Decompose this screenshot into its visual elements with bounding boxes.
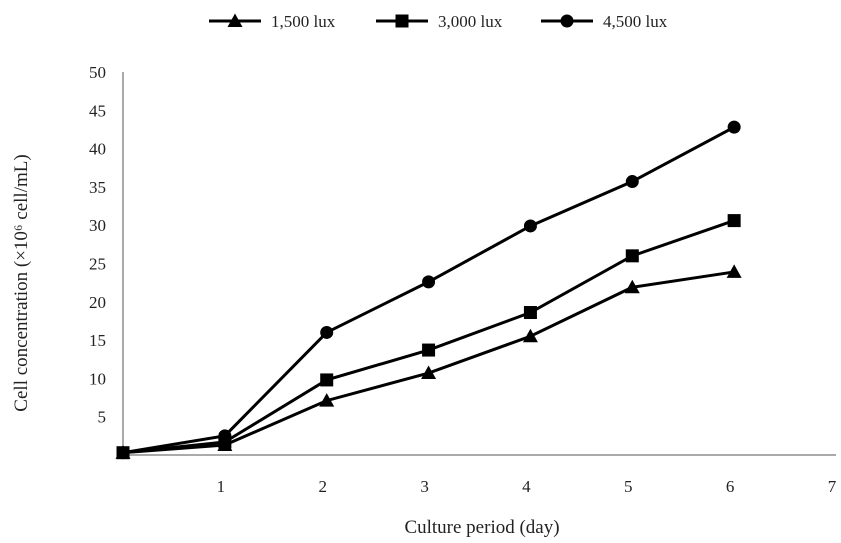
series-triangle <box>115 264 742 459</box>
legend-label: 4,500 lux <box>603 12 668 31</box>
data-point-circle <box>523 219 537 233</box>
x-tick-label: 4 <box>522 477 531 496</box>
x-tick-labels: 1 2 3 4 5 6 7 <box>217 477 837 496</box>
x-tick-label: 1 <box>217 477 226 496</box>
y-tick-label: 25 <box>89 255 106 274</box>
legend-item: 3,000 lux <box>376 12 503 31</box>
legend-label: 3,000 lux <box>438 12 503 31</box>
y-tick-label: 20 <box>89 293 106 312</box>
series-line <box>122 219 735 455</box>
y-tick-label: 15 <box>89 331 106 350</box>
series-line <box>122 270 735 455</box>
legend-item: 4,500 lux <box>541 12 668 31</box>
y-tick-label: 50 <box>89 63 106 82</box>
data-point-square <box>523 306 537 320</box>
legend-marker-square <box>395 14 409 28</box>
data-point-square <box>422 343 436 357</box>
data-point-circle <box>422 275 436 289</box>
axes <box>122 72 836 456</box>
x-axis-title: Culture period (day) <box>404 517 559 538</box>
series-group <box>115 120 742 460</box>
data-point-circle <box>320 325 334 339</box>
y-tick-label: 10 <box>89 369 106 388</box>
y-tick-label: 35 <box>89 178 106 197</box>
data-point-triangle <box>319 393 335 407</box>
x-tick-label: 7 <box>828 477 837 496</box>
series-circle <box>116 120 741 460</box>
x-tick-label: 5 <box>624 477 633 496</box>
data-point-triangle <box>624 279 640 294</box>
legend-item: 1,500 lux <box>209 12 336 31</box>
y-tick-label: 40 <box>89 140 106 159</box>
y-tick-labels: 5 10 15 20 25 30 35 40 45 50 <box>89 63 106 427</box>
data-point-circle <box>116 446 130 460</box>
data-point-circle <box>218 429 232 443</box>
y-tick-label: 30 <box>89 216 106 235</box>
data-point-square <box>625 249 639 263</box>
y-axis-title: Cell concentration (×10⁶ cell/mL) <box>11 154 32 411</box>
data-point-triangle <box>421 365 437 380</box>
data-point-circle <box>727 120 741 134</box>
y-tick-label: 45 <box>89 101 106 120</box>
y-tick-label: 5 <box>98 408 107 427</box>
legend-label: 1,500 lux <box>271 12 336 31</box>
data-point-triangle <box>522 328 538 343</box>
x-tick-label: 2 <box>318 477 327 496</box>
data-point-square <box>320 373 334 387</box>
legend-marker-circle <box>560 14 574 28</box>
data-point-square <box>727 214 741 228</box>
series-line <box>122 125 735 455</box>
legend-marker-triangle <box>227 13 243 27</box>
data-point-circle <box>625 175 639 189</box>
x-tick-label: 3 <box>420 477 429 496</box>
data-point-triangle <box>726 264 742 278</box>
series-square <box>116 214 741 460</box>
legend: 1,500 lux 3,000 lux 4,500 lux <box>209 12 668 31</box>
x-tick-label: 6 <box>726 477 735 496</box>
